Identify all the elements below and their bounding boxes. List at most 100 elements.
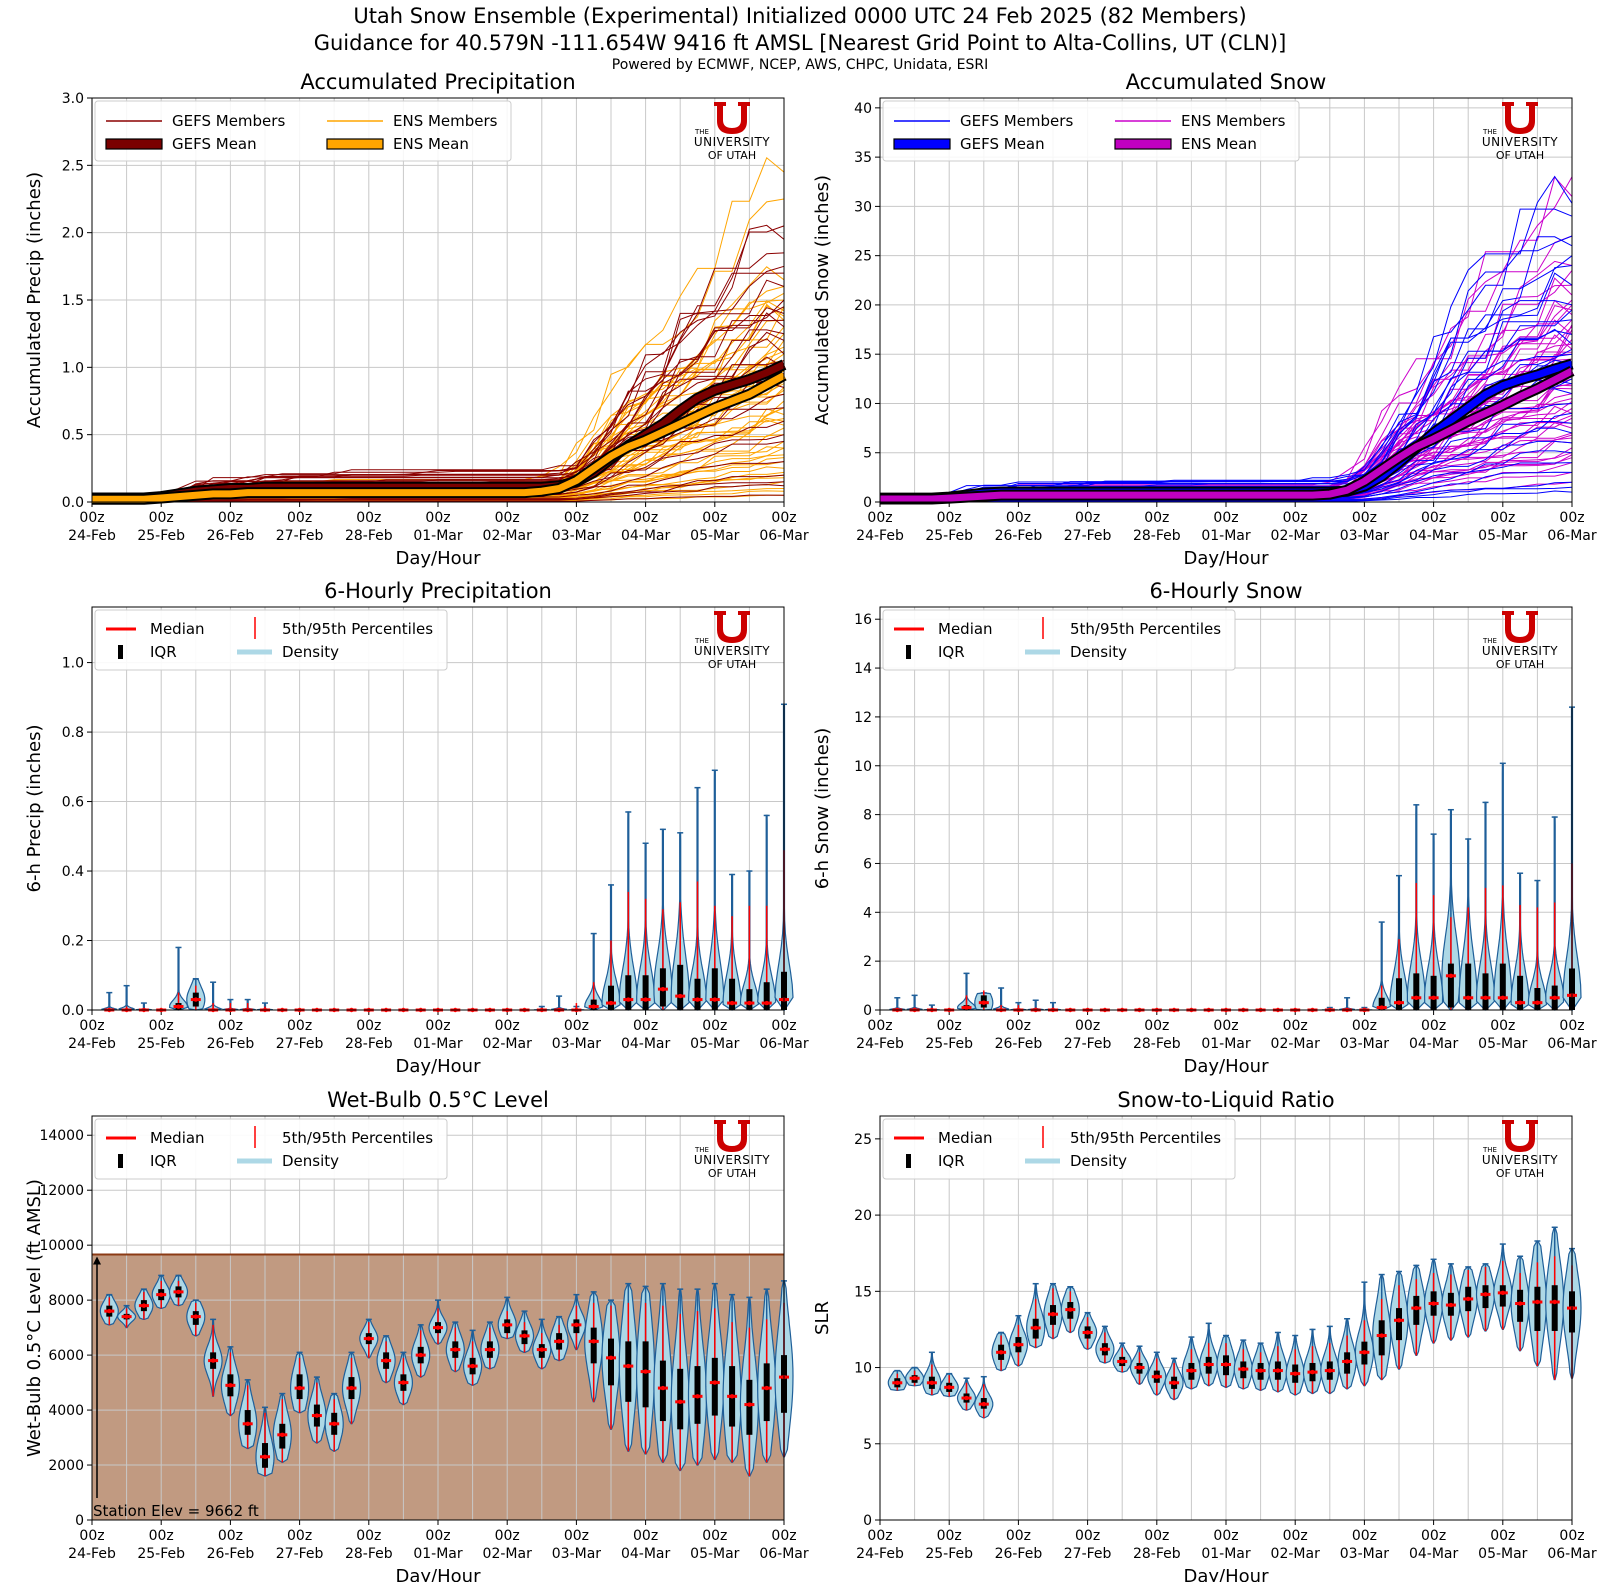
x-tick-date: 02-Mar [483,1036,533,1052]
iqr-box [1482,1285,1489,1309]
legend-label: GEFS Members [172,112,285,130]
violin [1545,1226,1565,1381]
x-tick-hour: 00z [218,1528,243,1544]
violin [135,1002,152,1013]
violin [257,1002,273,1013]
y-tick-label: 3.0 [62,91,84,107]
iqr-box [642,1341,649,1408]
median-dot [1552,995,1557,1000]
y-tick-label: 10 [854,396,872,412]
median-dot [747,1402,752,1407]
violin [359,1318,379,1359]
y-tick-label: 0.6 [62,795,84,811]
iqr-box [694,978,701,1010]
violin [1389,1270,1409,1370]
median-dot [626,997,631,1002]
iqr-box [625,1341,632,1402]
x-tick-hour: 00z [702,1018,727,1034]
x-tick-date: 01-Mar [1201,1036,1251,1052]
y-tick-label: 15 [854,1284,872,1300]
median-dot [1327,1368,1333,1373]
y-tick-label: 15 [854,347,872,363]
legend-label: GEFS Members [960,112,1073,130]
legend-label: Density [1070,643,1127,661]
median-dot [1154,1374,1160,1379]
violin [974,1375,994,1419]
x-tick-hour: 00z [1352,1018,1377,1034]
y-tick-label: 8 [863,808,872,824]
median-dot [964,1005,969,1010]
violin [1354,1281,1375,1387]
x-tick-date: 28-Feb [345,1546,393,1562]
x-tick-date: 26-Feb [207,1036,255,1052]
median-dot [626,1363,631,1369]
median-dot [747,1000,752,1006]
x-tick-hour: 00z [495,510,520,526]
x-tick-date: 06-Mar [1547,1546,1597,1562]
x-tick-hour: 00z [1213,1018,1238,1034]
panel-4: 0 2 4 6 8 10 12 14 16 00z 24-Feb 00z 25-Feb 00z 26-Feb… [812,579,1597,1077]
x-tick-date: 01-Mar [413,528,463,544]
median-dot [1500,1290,1506,1296]
x-tick-hour: 00z [356,510,381,526]
x-axis-label: Day/Hour [1184,548,1270,569]
median-dot [366,1336,371,1341]
x-tick-date: 03-Mar [1340,528,1390,544]
legend-label: Density [282,643,339,661]
x-tick-hour: 00z [287,1528,312,1544]
median-dot [522,1333,527,1339]
logo-text-of-utah: OF UTAH [1496,1167,1544,1180]
violin [653,1282,673,1463]
median-dot [1414,995,1419,1000]
logo-text-university: UNIVERSITY [694,1153,770,1167]
legend-label: IQR [938,1152,965,1170]
violin [549,1315,569,1362]
median-dot [1050,1311,1056,1317]
violin [1527,879,1548,1011]
iqr-box [1396,978,1402,1010]
x-tick-hour: 00z [937,1528,962,1544]
y-tick-label: 14 [854,661,872,677]
logo-text-of-utah: OF UTAH [1496,658,1544,671]
violin [636,1285,656,1455]
median-dot [643,1369,648,1374]
x-tick-date: 04-Mar [621,528,671,544]
logo-text-university: UNIVERSITY [694,644,770,658]
violin [1233,1339,1253,1390]
logo-text-of-utah: OF UTAH [708,149,756,162]
y-tick-label: 0.0 [62,495,84,511]
median-dot [1310,1369,1315,1375]
legend-box [94,100,512,162]
violin [203,1318,223,1397]
violin [601,884,621,1011]
y-axis-label: 6-h Precip (inches) [24,725,45,893]
median-dot [1483,995,1488,1000]
legend: Median 5th/95th Percentiles IQR Density [882,609,1236,671]
y-tick-label: 2 [863,954,872,970]
gefs-member-line [91,279,785,501]
violin [1476,801,1495,1011]
x-tick-date: 25-Feb [925,528,973,544]
y-tick-label: 16 [854,612,872,628]
legend-swatch [893,138,951,150]
iqr-box [590,1327,597,1364]
violin [670,832,690,1011]
x-tick-date: 03-Mar [552,1036,602,1052]
violin [411,1324,431,1378]
y-tick-label: 0.4 [62,864,84,880]
x-tick-hour: 00z [564,1018,589,1034]
x-tick-date: 02-Mar [1271,1546,1321,1562]
violin [956,972,977,1011]
violin [923,1004,940,1013]
x-tick-date: 01-Mar [1201,528,1251,544]
median-dot [1275,1368,1281,1373]
violin [1045,1001,1061,1013]
violin [186,977,206,1011]
iqr-box [677,1368,684,1430]
legend: GEFS Members ENS Members GEFS Mean ENS Mean [94,100,512,162]
x-tick-date: 28-Feb [1133,528,1181,544]
violin [1008,1314,1029,1367]
